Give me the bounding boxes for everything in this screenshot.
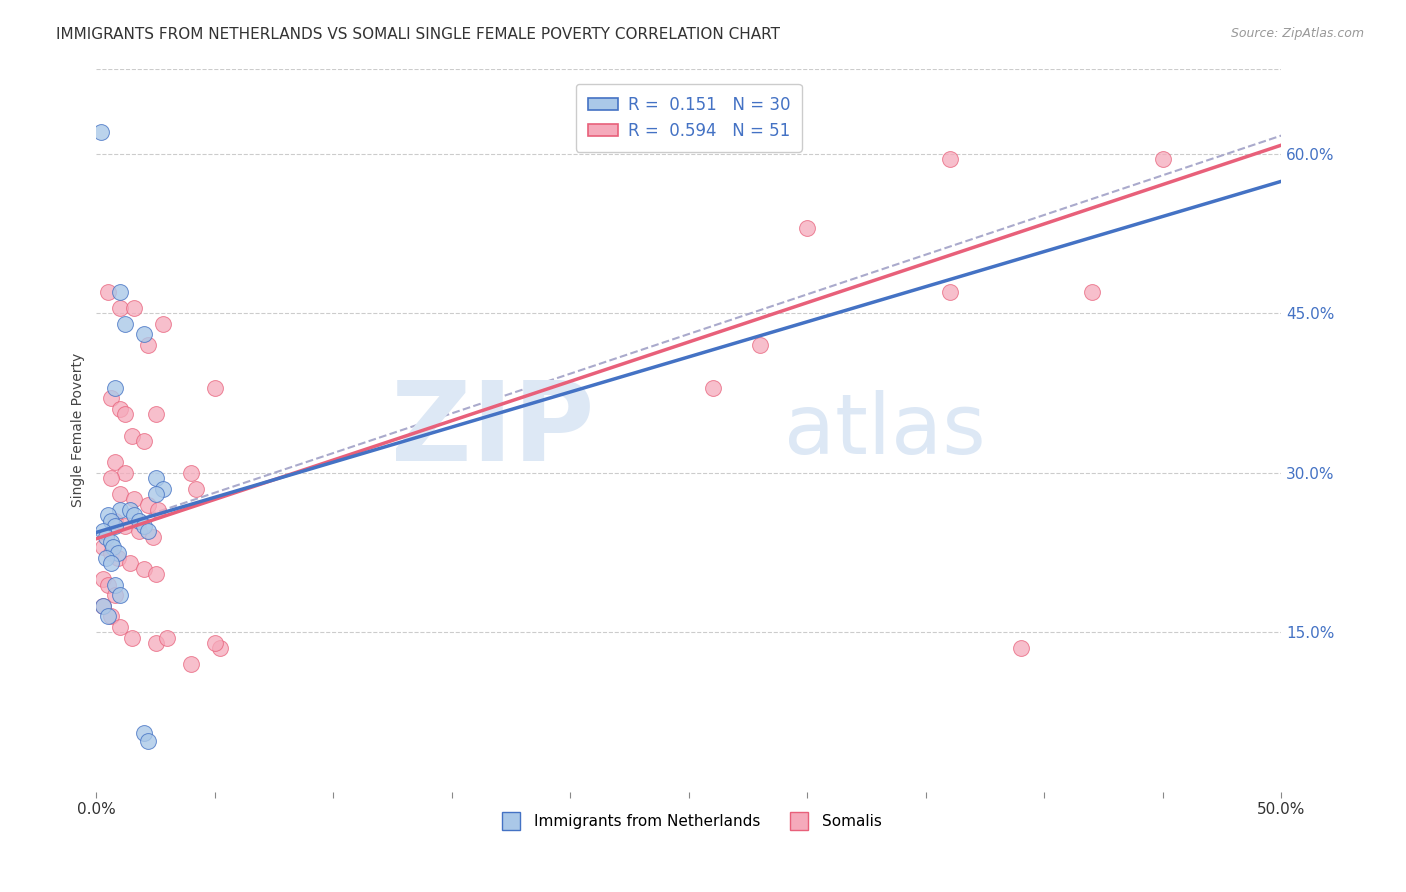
Point [97,285,120,299]
Point [118,556,141,570]
Point [100,514,122,528]
Point [104,455,127,469]
Point [93,524,115,539]
Point [104,519,127,533]
Point [138,498,160,512]
Point [121,631,143,645]
Point [107,545,129,559]
Point [1081,285,1104,299]
Text: Source: ZipAtlas.com: Source: ZipAtlas.com [1230,27,1364,40]
Point [104,514,127,528]
Point [180,657,202,672]
Point [208,641,231,656]
Point [108,588,131,602]
Point [145,471,167,485]
Point [118,503,141,517]
Point [132,327,155,342]
Point [101,541,124,555]
Point [114,317,136,331]
Point [107,550,129,565]
Point [145,566,167,581]
Point [204,636,226,650]
Point [132,561,155,575]
Point [138,734,160,748]
Point [1010,641,1032,656]
Point [97,609,120,624]
Point [108,503,131,517]
Point [114,519,136,533]
Point [138,338,160,352]
Point [180,466,202,480]
Point [702,381,724,395]
Point [132,519,155,533]
Point [94,530,117,544]
Point [108,401,131,416]
Point [156,631,179,645]
Point [184,482,207,496]
Legend: Immigrants from Netherlands, Somalis: Immigrants from Netherlands, Somalis [489,808,887,835]
Point [93,599,115,613]
Point [121,428,143,442]
Point [104,381,127,395]
Point [145,487,167,501]
Y-axis label: Single Female Poverty: Single Female Poverty [72,353,86,508]
Point [938,152,960,166]
Point [97,577,120,591]
Point [145,636,167,650]
Text: IMMIGRANTS FROM NETHERLANDS VS SOMALI SINGLE FEMALE POVERTY CORRELATION CHART: IMMIGRANTS FROM NETHERLANDS VS SOMALI SI… [56,27,780,42]
Point [100,545,122,559]
Point [132,434,155,448]
Point [100,556,122,570]
Text: ZIP: ZIP [391,376,595,483]
Point [104,588,127,602]
Point [108,620,131,634]
Point [100,392,122,406]
Point [108,301,131,315]
Point [94,550,117,565]
Point [122,508,145,523]
Point [108,487,131,501]
Point [796,221,818,235]
Point [204,381,226,395]
Point [146,503,169,517]
Point [128,514,150,528]
Point [122,492,145,507]
Point [100,535,122,549]
Point [132,726,155,740]
Point [142,530,165,544]
Point [152,317,174,331]
Point [114,407,136,421]
Point [128,524,150,539]
Point [749,338,772,352]
Point [938,285,960,299]
Point [152,482,174,496]
Point [108,285,131,299]
Point [93,572,115,586]
Point [104,577,127,591]
Point [1152,152,1174,166]
Point [93,541,115,555]
Point [100,471,122,485]
Point [90,125,112,139]
Point [114,466,136,480]
Point [93,599,115,613]
Point [138,524,160,539]
Text: atlas: atlas [783,390,986,471]
Point [100,609,122,624]
Point [97,508,120,523]
Point [122,301,145,315]
Point [145,407,167,421]
